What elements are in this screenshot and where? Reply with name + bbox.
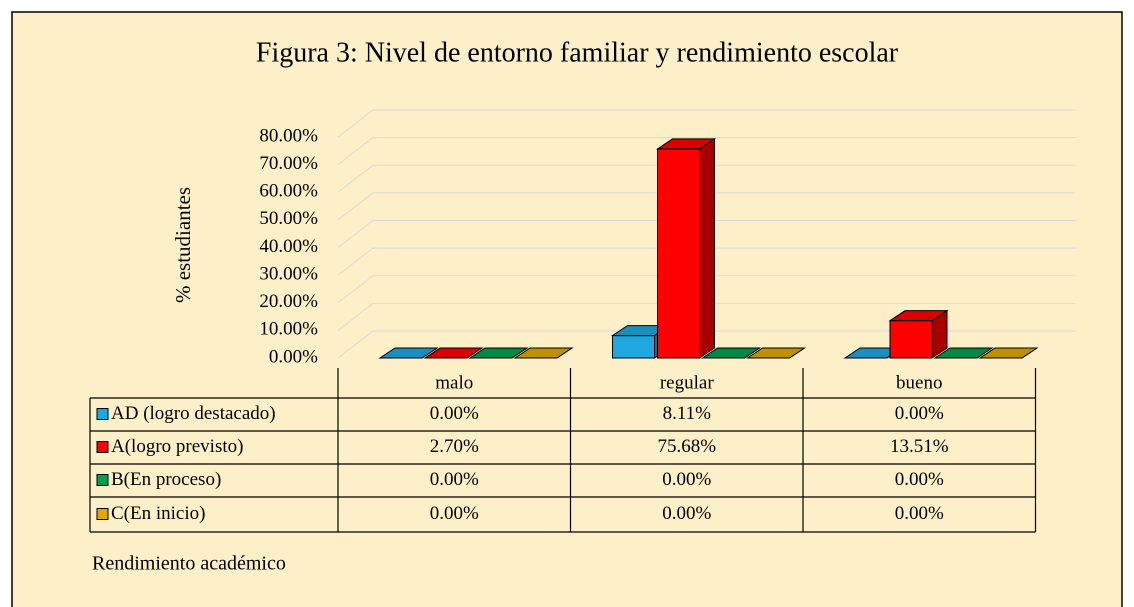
y-tick-label: 70.00%: [259, 153, 318, 174]
legend-label: A(logro previsto): [111, 436, 243, 457]
y-tick-label: 20.00%: [259, 291, 318, 312]
data-label: 2.70%: [430, 436, 479, 457]
legend-label: AD (logro destacado): [111, 403, 276, 424]
data-label: 0.00%: [662, 503, 711, 524]
data-label: 0.00%: [895, 403, 944, 424]
y-tick-label: 30.00%: [259, 263, 318, 284]
grid-line: [337, 220, 1076, 248]
legend-swatch: [96, 508, 109, 520]
y-tick-label: 80.00%: [259, 125, 318, 146]
bar-front: [612, 335, 655, 359]
bar-side: [699, 137, 715, 359]
y-tick-label: 40.00%: [259, 236, 318, 257]
x-tick-label: malo: [435, 372, 473, 393]
bar-top: [700, 347, 762, 359]
x-tick-label: regular: [660, 372, 714, 393]
legend-label: C(En inicio): [111, 503, 205, 524]
grid-line: [337, 247, 1076, 276]
bar-top: [423, 347, 484, 359]
data-label: 0.00%: [662, 469, 711, 490]
bar-top: [888, 310, 949, 322]
bar-top: [978, 347, 1039, 359]
chart-title: Figura 3: Nivel de entorno familiar y re…: [256, 37, 899, 68]
y-tick-label: 0.00%: [269, 346, 318, 367]
bar-top: [513, 347, 574, 359]
legend-swatch: [96, 474, 109, 486]
data-label: 8.11%: [663, 403, 712, 424]
bar-top: [933, 347, 994, 359]
data-label: 0.00%: [430, 403, 479, 424]
grid-line: [337, 109, 1076, 138]
x-tick-label: bueno: [896, 372, 942, 393]
y-tick-label: 10.00%: [259, 319, 318, 340]
grid-line: [337, 137, 1076, 166]
data-label: 75.68%: [657, 436, 716, 457]
legend-label: B(En proceso): [111, 469, 221, 490]
bar-top: [378, 347, 439, 359]
data-label: 0.00%: [430, 469, 479, 490]
grid-line: [337, 164, 1076, 193]
data-label: 0.00%: [430, 503, 479, 524]
y-tick-label: 60.00%: [259, 181, 318, 202]
y-tick-label: 50.00%: [259, 208, 318, 229]
grid-line: [337, 192, 1076, 221]
grid-line: [337, 275, 1076, 304]
bar-front: [889, 320, 933, 359]
bar-top: [655, 138, 717, 150]
data-label: 13.51%: [890, 436, 949, 457]
bar-front: [657, 148, 700, 359]
grid-line: [337, 302, 1076, 331]
bar-top: [468, 347, 529, 359]
x-axis-label: Rendimiento académico: [92, 553, 286, 575]
chart-background: [11, 11, 1123, 607]
legend-swatch: [96, 441, 109, 453]
data-label: 0.00%: [895, 503, 944, 524]
data-label: 0.00%: [895, 469, 944, 490]
grid-line: [337, 330, 1076, 359]
y-axis-label: % estudiantes: [171, 187, 195, 303]
legend-swatch: [96, 408, 109, 420]
bar-top: [745, 347, 807, 359]
